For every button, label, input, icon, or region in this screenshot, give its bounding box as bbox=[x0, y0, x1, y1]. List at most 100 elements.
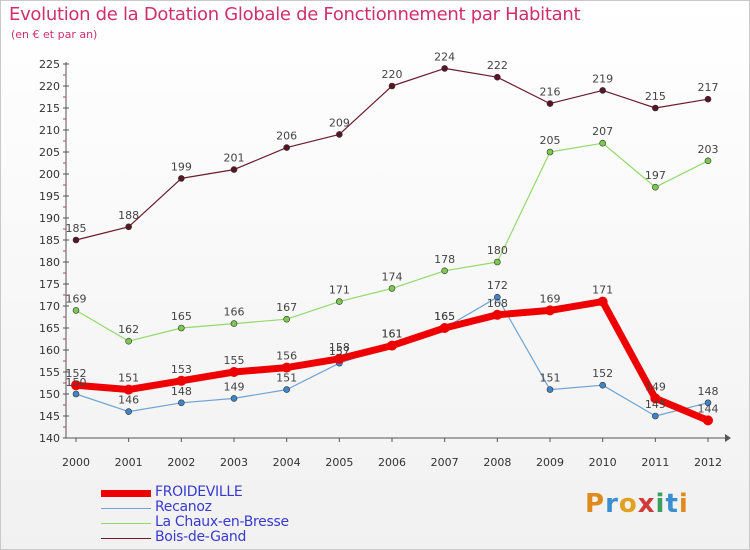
data-label-bois-de-gand: 206 bbox=[276, 130, 297, 143]
data-point-bois-de-gand bbox=[441, 65, 448, 72]
proxiti-logo: Proxiti bbox=[585, 489, 689, 519]
data-point-bois-de-gand bbox=[230, 166, 238, 173]
data-point-recanoz bbox=[72, 390, 80, 398]
y-tick-label: 180 bbox=[39, 256, 60, 269]
x-tick-label: 2005 bbox=[325, 456, 353, 469]
data-point-recanoz bbox=[652, 412, 659, 420]
series-line-bois-de-gand bbox=[75, 67, 709, 241]
data-label-la-chaux-en-bresse: 166 bbox=[224, 306, 245, 319]
data-point-froideville bbox=[71, 380, 81, 391]
x-tick-label: 2008 bbox=[483, 456, 511, 469]
data-label-la-chaux-en-bresse: 167 bbox=[276, 301, 297, 314]
data-label-la-chaux-en-bresse: 203 bbox=[698, 143, 719, 156]
data-label-la-chaux-en-bresse: 197 bbox=[645, 169, 666, 182]
data-point-la-chaux-en-bresse bbox=[441, 267, 448, 275]
y-tick-label: 195 bbox=[39, 190, 60, 203]
data-label-recanoz: 157 bbox=[329, 345, 350, 358]
y-tick-label: 225 bbox=[39, 58, 60, 71]
data-point-bois-de-gand bbox=[283, 144, 290, 151]
y-tick-label: 190 bbox=[39, 212, 60, 225]
series-layer bbox=[71, 65, 713, 426]
data-label-recanoz: 152 bbox=[592, 367, 613, 380]
legend-label: La Chaux-en-Bresse bbox=[155, 514, 289, 530]
data-label-recanoz: 161 bbox=[382, 328, 403, 341]
x-tick-label: 2002 bbox=[167, 456, 195, 469]
data-point-recanoz bbox=[599, 381, 606, 389]
data-label-bois-de-gand: 220 bbox=[382, 68, 403, 81]
data-point-bois-de-gand bbox=[178, 175, 185, 182]
x-tick-label: 2001 bbox=[115, 456, 143, 469]
legend-label: Bois-de-Gand bbox=[155, 529, 247, 545]
y-tick-label: 215 bbox=[39, 102, 60, 115]
data-point-froideville bbox=[492, 309, 503, 320]
data-point-recanoz bbox=[230, 395, 238, 402]
data-point-froideville bbox=[597, 296, 608, 307]
data-point-froideville bbox=[229, 367, 239, 377]
data-label-la-chaux-en-bresse: 178 bbox=[434, 253, 455, 266]
logo-letter: o bbox=[618, 489, 638, 519]
data-label-froideville: 171 bbox=[592, 284, 613, 297]
x-tick-label: 2007 bbox=[431, 456, 459, 469]
data-point-recanoz bbox=[494, 293, 501, 301]
data-label-froideville: 153 bbox=[171, 363, 192, 376]
legend-swatch bbox=[101, 490, 151, 497]
legend-label: FROIDEVILLE bbox=[155, 484, 243, 500]
legend-label: Recanoz bbox=[155, 499, 212, 515]
data-label-recanoz: 148 bbox=[171, 385, 192, 398]
data-label-recanoz: 150 bbox=[66, 376, 87, 389]
data-label-recanoz: 148 bbox=[698, 385, 719, 398]
data-point-la-chaux-en-bresse bbox=[336, 298, 343, 305]
data-point-froideville bbox=[387, 340, 397, 351]
data-label-recanoz: 146 bbox=[118, 394, 139, 407]
chart-subtitle: (en € et par an) bbox=[11, 28, 98, 41]
data-point-bois-de-gand bbox=[704, 95, 712, 103]
data-point-bois-de-gand bbox=[125, 223, 132, 231]
x-axis-arrow bbox=[725, 434, 731, 442]
data-label-la-chaux-en-bresse: 205 bbox=[540, 134, 561, 147]
data-point-recanoz bbox=[178, 399, 185, 407]
data-point-froideville bbox=[545, 305, 555, 316]
data-label-froideville: 158 bbox=[329, 341, 350, 354]
data-label-froideville: 152 bbox=[66, 367, 87, 380]
data-point-froideville bbox=[334, 353, 345, 364]
data-point-la-chaux-en-bresse bbox=[178, 324, 185, 332]
x-tick-label: 2010 bbox=[589, 456, 617, 469]
data-label-bois-de-gand: 219 bbox=[592, 72, 613, 85]
data-label-recanoz: 149 bbox=[224, 380, 245, 393]
data-label-bois-de-gand: 216 bbox=[540, 86, 561, 99]
data-label-recanoz: 145 bbox=[645, 398, 666, 411]
logo-letter: r bbox=[605, 489, 619, 519]
chart-axes: 1401451501551601651701751801851901952002… bbox=[39, 58, 731, 469]
y-tick-label: 160 bbox=[39, 344, 60, 357]
y-tick-label: 200 bbox=[39, 168, 60, 181]
x-tick-label: 2012 bbox=[694, 456, 722, 469]
data-point-la-chaux-en-bresse bbox=[230, 320, 238, 327]
data-point-la-chaux-en-bresse bbox=[283, 315, 290, 323]
x-tick-label: 2000 bbox=[62, 456, 90, 469]
data-label-la-chaux-en-bresse: 171 bbox=[329, 284, 350, 297]
logo-letter: i bbox=[655, 489, 666, 519]
data-point-recanoz bbox=[283, 386, 290, 393]
data-label-bois-de-gand: 201 bbox=[224, 152, 245, 165]
data-point-recanoz bbox=[704, 399, 712, 407]
data-label-bois-de-gand: 215 bbox=[645, 90, 666, 103]
data-point-la-chaux-en-bresse bbox=[704, 157, 712, 165]
data-point-froideville bbox=[439, 323, 450, 333]
data-point-la-chaux-en-bresse bbox=[546, 148, 554, 156]
data-label-recanoz: 165 bbox=[434, 310, 455, 323]
data-label-la-chaux-en-bresse: 207 bbox=[592, 125, 613, 138]
y-tick-label: 165 bbox=[39, 322, 60, 335]
y-tick-label: 185 bbox=[39, 234, 60, 247]
data-label-froideville: 155 bbox=[224, 354, 245, 367]
data-label-bois-de-gand: 224 bbox=[434, 50, 455, 63]
data-label-bois-de-gand: 217 bbox=[698, 81, 719, 94]
y-tick-label: 140 bbox=[39, 432, 60, 445]
data-point-recanoz bbox=[546, 386, 554, 393]
data-point-froideville bbox=[176, 375, 187, 386]
data-label-la-chaux-en-bresse: 174 bbox=[382, 270, 403, 283]
data-point-la-chaux-en-bresse bbox=[388, 285, 396, 292]
x-tick-label: 2009 bbox=[536, 456, 564, 469]
x-tick-label: 2011 bbox=[641, 456, 669, 469]
